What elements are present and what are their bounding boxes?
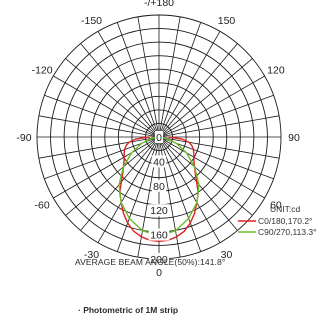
radial-tick-label: 200 — [150, 254, 168, 266]
grid-spoke — [44, 136, 160, 180]
radial-tick-label: 0 — [156, 132, 162, 144]
grid-spoke — [158, 136, 280, 159]
grid-spoke — [158, 43, 238, 138]
grid-spoke — [53, 75, 160, 138]
grid-spoke — [38, 115, 160, 138]
angle-label: -30 — [84, 249, 99, 261]
angle-label: 30 — [221, 249, 233, 261]
radial-tick-label: 40 — [153, 156, 165, 168]
radial-label-bg — [154, 131, 164, 143]
angle-label: 60 — [270, 200, 282, 212]
legend-entry: C90/270,113.3° — [258, 227, 317, 237]
grid-spoke — [65, 136, 160, 216]
grid-spoke — [53, 136, 160, 199]
angle-label: -120 — [32, 65, 53, 77]
radial-tick-labels: 0 40 80 120 160 200 — [148, 131, 170, 266]
radial-tick-label: 120 — [150, 205, 168, 217]
grid-spoke — [158, 115, 280, 138]
radial-label-bg — [148, 253, 170, 265]
grid-spoke — [97, 31, 160, 138]
grid-spoke — [158, 22, 202, 138]
angle-label: 90 — [288, 132, 300, 144]
grid-spoke — [158, 94, 274, 138]
grid-spoke — [158, 136, 221, 243]
angle-label: -150 — [81, 15, 102, 27]
series-curve-0 — [119, 136, 199, 243]
photometric-caption: · Photometric of 1M strip — [78, 305, 179, 315]
grid-spoke — [137, 16, 160, 138]
grid-spoke — [116, 22, 160, 138]
grid-spoke — [158, 136, 253, 216]
grid-spoke — [44, 94, 160, 138]
radial-label-bg — [151, 179, 167, 192]
unit-label: UNIT:cd — [270, 204, 301, 214]
grid-spoke — [38, 136, 160, 159]
grid-spoke — [97, 136, 160, 243]
angle-label: -60 — [34, 200, 49, 212]
radial-tick-label: 80 — [153, 181, 165, 193]
grid-spoke — [158, 136, 274, 180]
radial-label-bg — [151, 155, 167, 168]
grid-spoke — [158, 75, 265, 138]
beam-angle-caption: AVERAGE BEAM ANGLE(50%):141.8° — [75, 257, 226, 267]
angle-label: 0 — [156, 267, 162, 279]
angle-labels: -/+180 150 120 90 60 30 0 -30 -60 -90 -120 -150 — [16, 0, 300, 279]
grid-spoke — [158, 58, 253, 138]
grid-spoke — [158, 136, 265, 199]
angle-label: 150 — [218, 15, 236, 27]
grid-spoke — [65, 58, 160, 138]
grid-spoke — [158, 16, 181, 138]
angle-label: 120 — [267, 65, 285, 77]
radial-label-bg — [148, 204, 170, 217]
radial-label-bg — [148, 228, 170, 241]
angle-label: -/+180 — [144, 0, 174, 9]
angle-label: -90 — [16, 132, 31, 144]
radial-tick-label: 160 — [150, 230, 168, 242]
legend-entry: C0/180,170.2° — [258, 216, 312, 226]
grid-spoke — [80, 43, 160, 138]
grid-spoke — [158, 31, 221, 138]
legend: UNIT:cd C0/180,170.2°C90/270,113.3° — [238, 204, 317, 237]
